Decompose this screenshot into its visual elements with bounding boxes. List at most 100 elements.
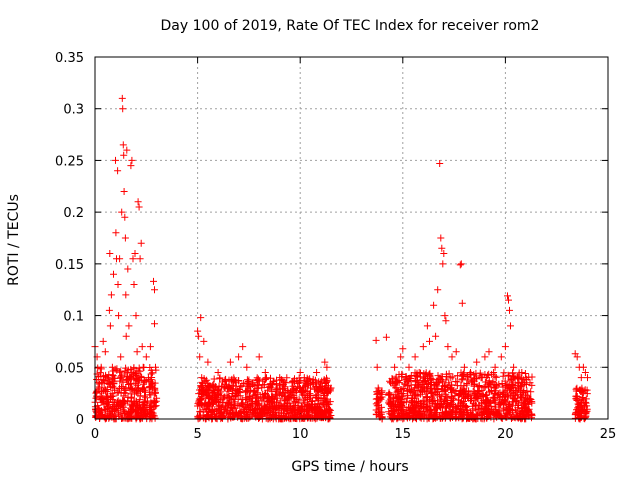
dense-point — [203, 376, 211, 384]
data-point — [139, 363, 147, 371]
dense-point — [324, 389, 332, 396]
dense-point — [290, 395, 298, 403]
dense-point — [216, 409, 224, 417]
dense-point — [514, 404, 522, 412]
dense-point — [442, 392, 450, 400]
data-point — [473, 358, 481, 366]
data-point — [134, 198, 142, 206]
dense-point — [580, 414, 588, 422]
y-axis-label: ROTI / TECUs — [6, 194, 22, 286]
dense-point — [388, 414, 396, 421]
dense-point — [271, 391, 279, 399]
dense-point — [151, 384, 159, 392]
dense-point — [294, 406, 302, 414]
data-point — [97, 363, 105, 371]
data-point — [522, 374, 530, 382]
dense-point — [114, 388, 122, 396]
x-tick-label: 20 — [497, 427, 514, 442]
data-point — [103, 374, 111, 382]
dense-point — [215, 386, 223, 394]
dense-point — [514, 414, 522, 422]
dense-point — [127, 380, 135, 388]
dense-point — [285, 392, 293, 400]
data-point — [415, 369, 423, 376]
data-point — [526, 379, 534, 387]
data-point — [460, 363, 468, 371]
dense-point — [303, 408, 311, 416]
data-point — [151, 286, 158, 294]
data-point — [119, 105, 127, 113]
dense-point — [133, 381, 141, 389]
data-point — [235, 353, 243, 361]
dense-point — [441, 387, 449, 395]
data-point — [129, 255, 137, 263]
dense-point — [489, 378, 497, 386]
dense-point — [264, 383, 272, 391]
dense-point — [390, 394, 398, 402]
dense-point — [443, 394, 451, 402]
dense-point — [288, 407, 296, 415]
data-point — [458, 299, 466, 307]
dense-point — [578, 395, 586, 403]
data-point — [441, 312, 449, 320]
data-points — [91, 94, 591, 423]
dense-point — [447, 407, 455, 415]
dense-point — [246, 387, 254, 395]
dense-point — [427, 384, 434, 392]
dense-point — [294, 399, 302, 407]
dense-point — [320, 376, 328, 384]
data-point — [243, 363, 251, 371]
dense-point — [578, 406, 586, 413]
dense-point — [473, 395, 481, 402]
dense-point — [206, 382, 214, 390]
dense-point — [132, 407, 140, 415]
dense-point — [209, 400, 217, 408]
x-tick-label: 15 — [395, 427, 412, 442]
dense-point — [474, 406, 482, 414]
dense-point — [430, 413, 438, 421]
chart-title: Day 100 of 2019, Rate Of TEC Index for r… — [161, 18, 540, 34]
dense-point — [578, 386, 586, 394]
data-point — [112, 229, 120, 237]
dense-point — [445, 379, 453, 387]
data-point — [136, 255, 144, 263]
dense-point — [308, 412, 316, 420]
data-point — [423, 322, 431, 330]
data-point — [132, 312, 140, 320]
dense-point — [280, 409, 287, 417]
dense-point — [447, 384, 455, 392]
data-point — [126, 374, 134, 382]
y-tick-label: 0.15 — [55, 258, 84, 273]
dense-point — [482, 398, 490, 406]
dense-point — [304, 413, 312, 421]
dense-point — [516, 387, 524, 395]
dense-point — [322, 399, 330, 407]
data-point — [99, 337, 107, 345]
dense-point — [132, 388, 140, 396]
dense-point — [407, 381, 415, 389]
dense-point — [132, 371, 140, 379]
dense-point — [418, 388, 426, 396]
dense-point — [506, 400, 513, 408]
dense-point — [478, 393, 486, 401]
data-point — [118, 94, 126, 102]
data-point — [300, 374, 308, 382]
y-tick-label: 0.25 — [55, 154, 84, 169]
dense-point — [522, 404, 530, 412]
dense-point — [115, 411, 123, 419]
dense-point — [499, 372, 507, 380]
dense-point — [280, 395, 288, 403]
dense-point — [419, 397, 427, 405]
data-point — [198, 374, 206, 382]
dense-point — [477, 405, 485, 413]
dense-point — [264, 386, 272, 394]
dense-point — [267, 407, 275, 415]
dense-point — [143, 402, 151, 410]
dense-point — [406, 414, 414, 422]
dense-point — [239, 399, 247, 407]
dense-point — [291, 375, 298, 383]
data-point — [94, 379, 102, 387]
data-point — [135, 203, 143, 211]
axis-ticks: 0 5 10 15 20 25 0 0.05 0.1 0.15 0.2 0.25 0.3 0.35 — [55, 51, 616, 442]
data-point — [125, 322, 133, 330]
